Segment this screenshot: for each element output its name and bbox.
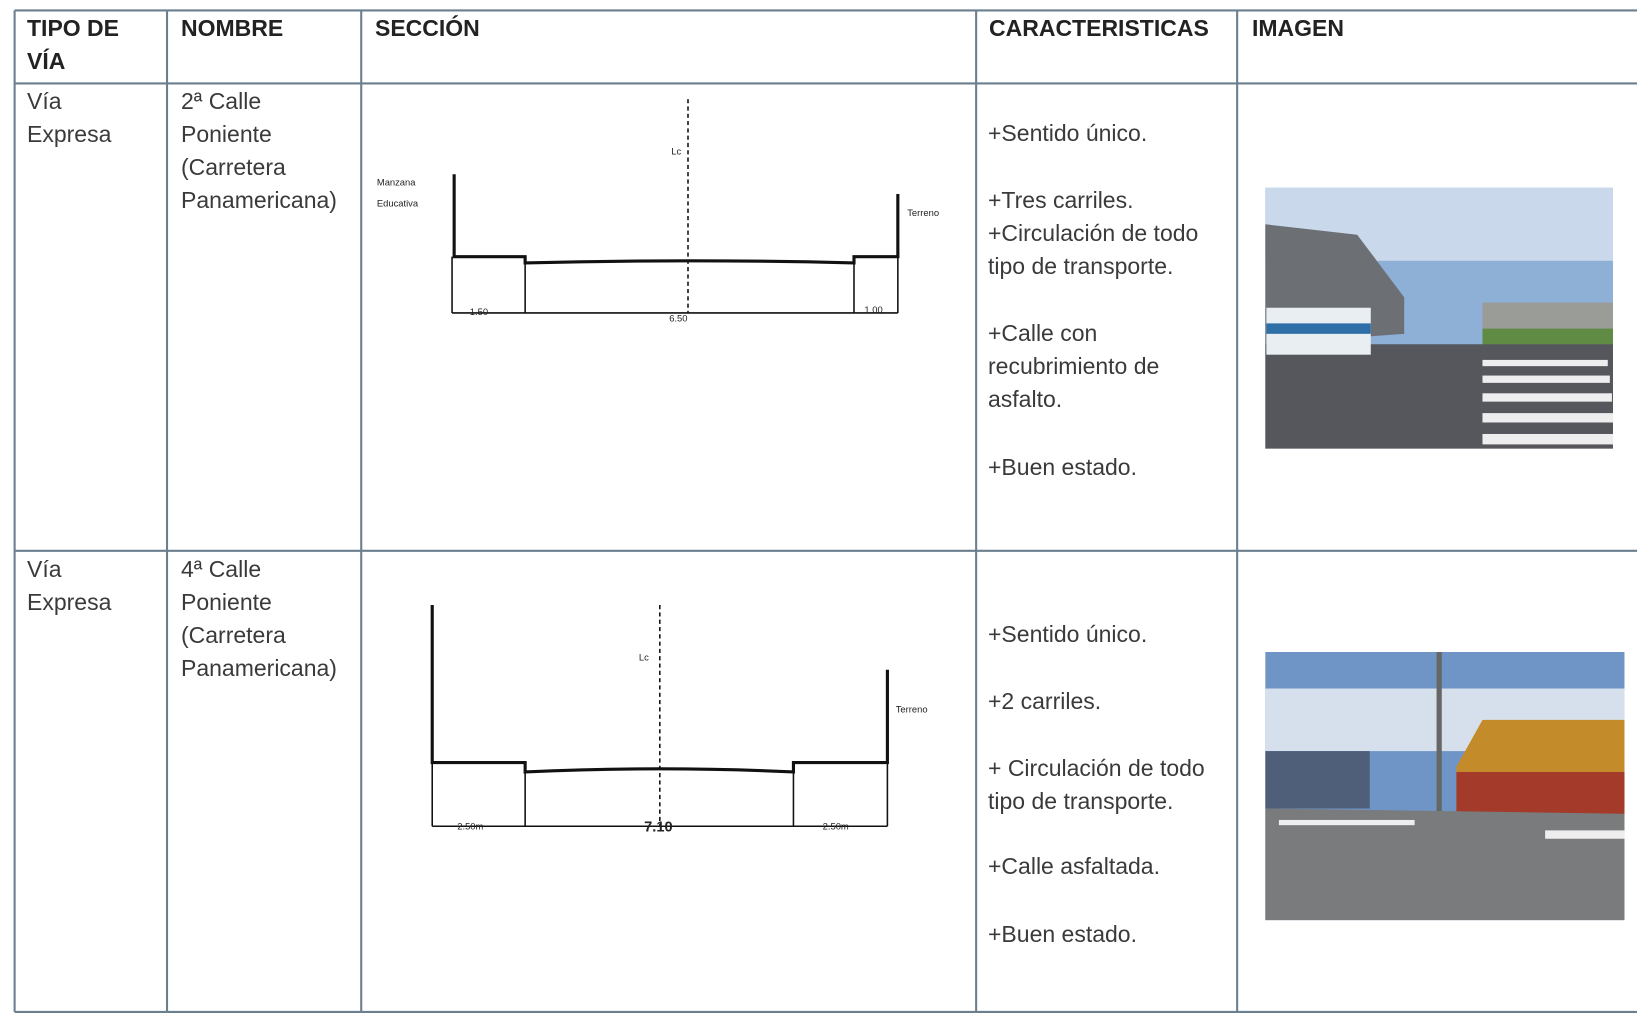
characteristic: +Buen estado.	[988, 921, 1137, 947]
header-cell: SECCIÓN	[375, 15, 480, 41]
characteristic: +Tres carriles.	[988, 187, 1134, 213]
characteristic: +Buen estado.	[988, 454, 1137, 480]
nombre-cell: 2ª Calle Poniente (Carretera Panamerican…	[181, 88, 337, 213]
characteristic: +2 carriles.	[988, 688, 1102, 714]
nombre-cell: 4ª Calle Poniente (Carretera Panamerican…	[181, 556, 337, 681]
characteristic: +Sentido único.	[988, 621, 1148, 647]
dimension-label: 7.10	[644, 819, 672, 835]
characteristic: +Circulación de todo tipo de transporte.	[988, 220, 1199, 279]
characteristic: +Sentido único.	[988, 120, 1148, 146]
section-diagram	[451, 99, 900, 314]
header-cell: CARACTERISTICAS	[989, 15, 1209, 41]
street-photo	[1265, 652, 1625, 921]
characteristic: +Calle con recubrimiento de asfalto.	[988, 320, 1160, 412]
left-label: Manzana	[377, 177, 416, 188]
right-label: Terreno	[907, 207, 939, 218]
centerline-label: Lc	[671, 145, 681, 156]
table-grid	[13, 9, 1637, 1013]
tipo-cell: Vía Expresa	[27, 556, 112, 615]
right-label: Terreno	[896, 704, 928, 715]
header-cell: NOMBRE	[181, 15, 284, 41]
header-cell: TIPO DE VÍA	[27, 15, 120, 74]
dimension-label: 6.50	[669, 312, 687, 323]
header-cell: IMAGEN	[1252, 15, 1344, 41]
left-label: Educativa	[377, 198, 419, 209]
characteristic: + Circulación de todo tipo de transporte…	[988, 755, 1205, 814]
tipo-cell: Vía Expresa	[27, 88, 112, 147]
centerline-label: Lc	[639, 651, 649, 662]
dimension-label: 1.50	[470, 306, 488, 317]
dimension-label: 1.00	[864, 304, 882, 315]
section-diagram	[430, 605, 889, 828]
dimension-label: 2.50m	[823, 820, 849, 831]
street-photo	[1265, 187, 1613, 449]
characteristic: +Calle asfaltada.	[988, 853, 1160, 879]
dimension-label: 2.50m	[457, 820, 483, 831]
